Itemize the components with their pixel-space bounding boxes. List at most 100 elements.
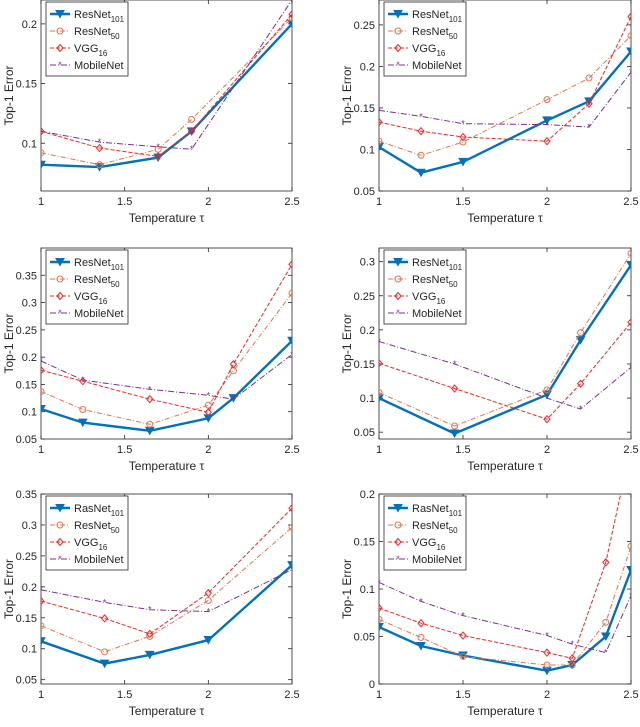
- data-point-MobileNet: *: [377, 105, 381, 115]
- legend-label-subscript: 16: [98, 297, 107, 306]
- data-point-ResNet101: [416, 168, 426, 178]
- data-point-VGG16: [576, 379, 585, 389]
- chart-2: 1 1.5 2 2.5 0.05 0.1 0.15 0.2 0.25 Temperature τ T…: [340, 0, 639, 225]
- legend-marker-ResNet101: [393, 504, 403, 513]
- legend-label: VGG16: [412, 537, 446, 552]
- data-point-ResNet50: [41, 149, 45, 157]
- y-tick-label: 0.2: [360, 325, 375, 337]
- data-point-ResNet50: [379, 615, 383, 623]
- legend-label-base: VGG: [412, 537, 436, 549]
- data-point-ResNet50: [288, 14, 292, 22]
- series-line-ResNet101: [379, 50, 631, 174]
- data-point-ResNet50: [627, 32, 631, 40]
- legend-label-base: ResNet: [412, 520, 449, 532]
- legend-label-base: ResNet: [412, 257, 449, 269]
- data-point-ResNet101: [542, 666, 552, 676]
- y-tick-label: 0.05: [354, 632, 375, 644]
- data-point-ResNet101: [458, 157, 468, 167]
- data-point-MobileNet: *: [148, 605, 152, 615]
- chart-3: 1 1.5 2 2.5 0.05 0.1 0.15 0.2 0.25 0.3 0.35 Tempera…: [2, 247, 300, 473]
- y-axis-label: Top-1 Error: [2, 559, 16, 619]
- data-point-ResNet101: [99, 659, 110, 669]
- y-axis-label: Top-1 Error: [340, 559, 354, 619]
- legend-label: VGG16: [74, 43, 108, 58]
- legend-label-base: ResNet: [412, 26, 449, 38]
- y-tick-label: 0.1: [360, 144, 375, 156]
- legend-marker-MobileNet: *: [396, 554, 400, 564]
- data-point-MobileNet: *: [545, 120, 549, 130]
- data-point-ResNet101: [449, 429, 460, 439]
- data-point-ResNet101: [379, 142, 384, 152]
- data-point-VGG16: [417, 126, 425, 136]
- series-line-MobileNet: [41, 569, 292, 613]
- data-point-ResNet50: [543, 96, 551, 104]
- series-line-VGG16: [379, 322, 631, 420]
- data-point-ResNet50: [96, 161, 104, 169]
- legend-marker-ResNet101: [55, 258, 65, 267]
- data-point-ResNet50: [146, 632, 154, 640]
- legend-label: ResNet101: [412, 9, 463, 24]
- y-axis-label: Top-1 Error: [2, 313, 16, 373]
- data-point-ResNet50: [41, 622, 45, 630]
- legend-label-base: RasNet: [74, 503, 111, 515]
- y-tick-label: 0.15: [354, 103, 375, 115]
- legend-label-subscript: 16: [436, 543, 445, 552]
- x-tick-label: 2.5: [284, 444, 299, 456]
- data-point-ResNet50: [79, 406, 87, 414]
- data-point-VGG16: [379, 117, 383, 127]
- series-group: * * * * * * *: [377, 494, 631, 676]
- y-tick-label: 0.05: [354, 186, 375, 198]
- data-point-ResNet50: [627, 542, 631, 550]
- data-point-ResNet50: [459, 652, 467, 660]
- legend-label-subscript: 101: [111, 263, 125, 272]
- data-point-MobileNet: *: [377, 577, 381, 587]
- legend-marker-VGG16: [56, 43, 64, 53]
- legend-marker-MobileNet: *: [58, 60, 62, 70]
- y-axis-label: Top-1 Error: [2, 65, 16, 125]
- data-point-VGG16: [288, 10, 292, 19]
- legend-label: ResNet50: [412, 520, 458, 535]
- data-point-VGG16: [100, 614, 109, 623]
- y-tick-label: 0.1: [360, 393, 375, 405]
- x-axis-label: Temperature τ: [467, 459, 543, 473]
- data-point-ResNet101: [626, 261, 631, 270]
- data-point-MobileNet: *: [207, 390, 211, 400]
- data-point-ResNet101: [542, 116, 552, 125]
- data-point-VGG16: [379, 603, 383, 613]
- data-point-ResNet101: [41, 637, 46, 646]
- series-group: * * * * *: [379, 249, 631, 439]
- data-point-VGG16: [187, 127, 196, 136]
- data-point-VGG16: [41, 127, 45, 136]
- y-tick-label: 0.2: [22, 582, 37, 594]
- legend-label-base: MobileNet: [412, 60, 462, 72]
- data-point-MobileNet: *: [453, 359, 457, 369]
- y-tick-label: 0.35: [16, 270, 37, 282]
- legend-label-base: VGG: [412, 43, 436, 55]
- y-tick-label: 0.35: [16, 489, 37, 501]
- data-point-VGG16: [146, 629, 154, 639]
- x-axis-label: Temperature τ: [129, 704, 205, 718]
- data-point-MobileNet: *: [232, 394, 236, 404]
- legend-marker-VGG16: [394, 291, 402, 301]
- data-point-ResNet50: [602, 618, 610, 626]
- data-point-ResNet101: [542, 390, 552, 400]
- data-point-VGG16: [288, 260, 292, 269]
- legend-label: ResNet101: [74, 9, 125, 24]
- data-point-MobileNet: *: [81, 375, 85, 385]
- legend-label-subscript: 101: [111, 15, 125, 24]
- x-tick-label: 1: [376, 689, 382, 701]
- x-tick-label: 2.5: [284, 689, 299, 701]
- legend-label-base: ResNet: [74, 257, 111, 269]
- x-tick-label: 1.5: [117, 444, 132, 456]
- y-tick-label: 0.2: [22, 352, 37, 364]
- legend-marker-ResNet101: [393, 258, 403, 267]
- x-axis-label: Temperature τ: [129, 459, 205, 473]
- y-tick-label: 0.1: [22, 407, 37, 419]
- y-axis-label: Top-1 Error: [340, 313, 354, 373]
- x-tick-label: 2: [544, 689, 550, 701]
- series-group: * * * * *: [41, 503, 292, 669]
- data-point-VGG16: [41, 365, 45, 375]
- data-point-VGG16: [585, 99, 593, 109]
